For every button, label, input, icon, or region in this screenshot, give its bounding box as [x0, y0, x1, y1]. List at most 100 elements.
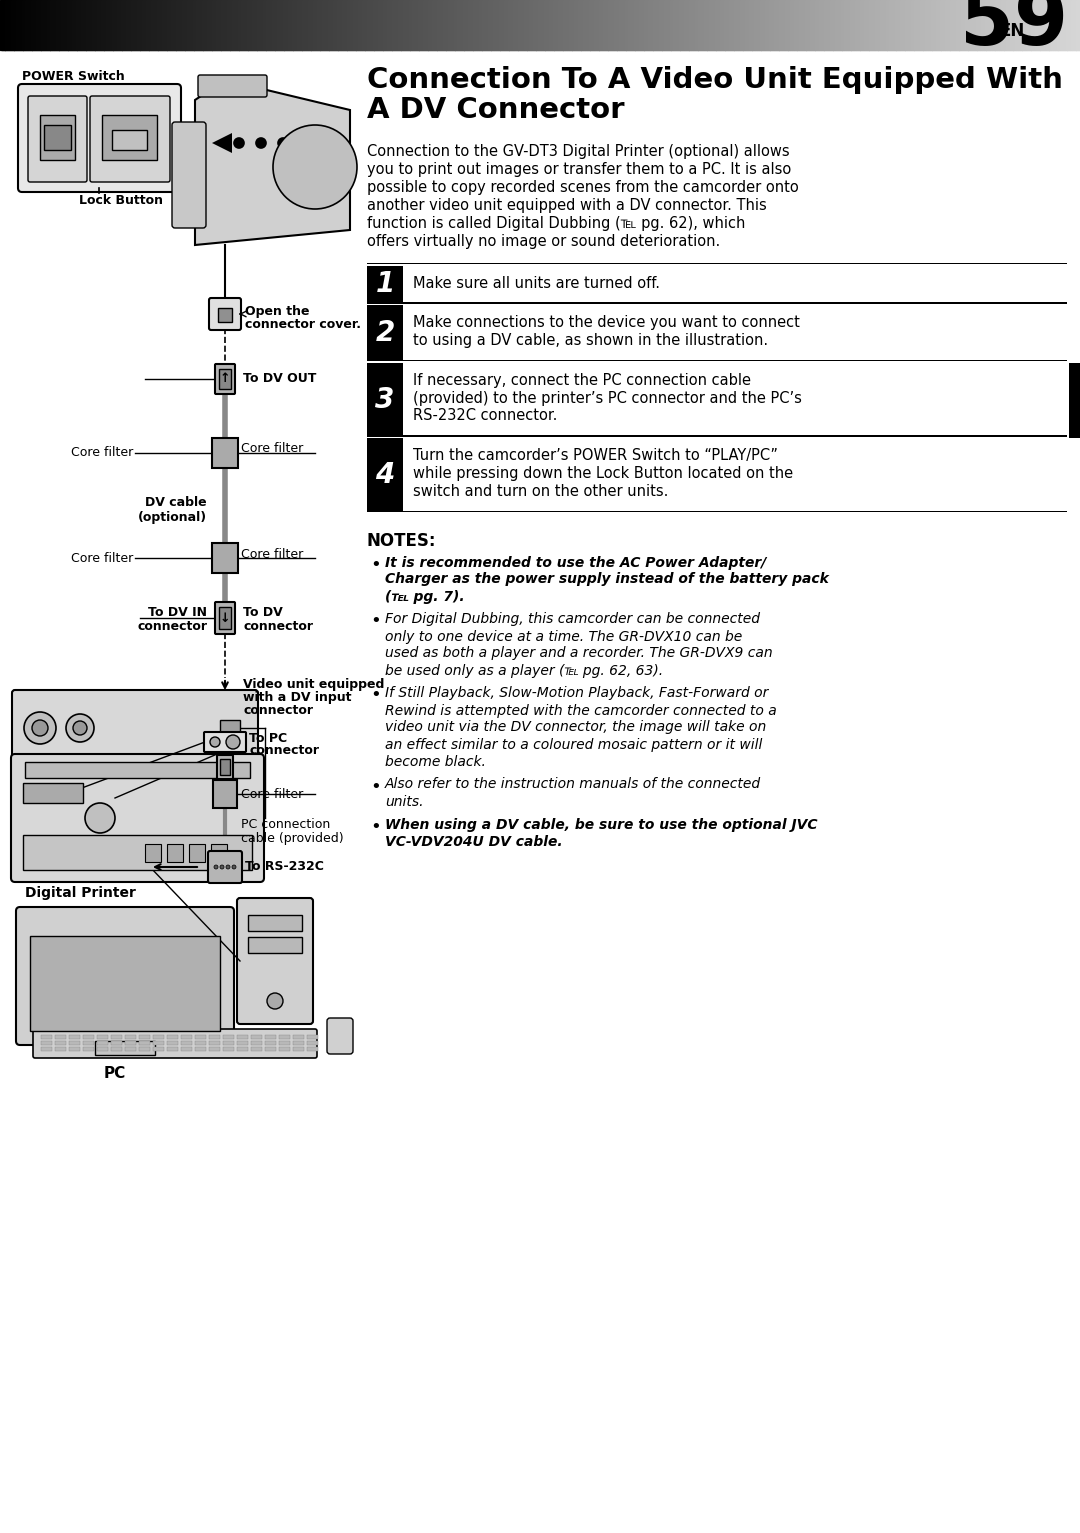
Bar [234, 0, 237, 51]
Bar [40, 0, 42, 51]
Bar [293, 1041, 303, 1046]
Bar [132, 0, 134, 51]
Bar [851, 0, 854, 51]
Bar [650, 0, 652, 51]
Bar [785, 0, 787, 51]
Bar [367, 305, 403, 360]
Bar [553, 0, 555, 51]
Bar [138, 0, 141, 51]
Bar [69, 1047, 80, 1052]
Bar [386, 0, 388, 51]
FancyBboxPatch shape [16, 908, 234, 1046]
Text: Charger as the power supply instead of the battery pack: Charger as the power supply instead of t… [384, 572, 828, 587]
Bar [153, 1035, 164, 1039]
Bar [799, 0, 802, 51]
Bar [95, 0, 98, 51]
Bar [504, 0, 507, 51]
Bar [83, 1035, 94, 1039]
Bar [500, 0, 503, 51]
Bar [176, 0, 179, 51]
Bar [275, 0, 279, 51]
Bar [902, 0, 905, 51]
Bar [237, 1047, 248, 1052]
Bar [792, 0, 795, 51]
Bar [284, 0, 287, 51]
Text: To DV IN: To DV IN [148, 606, 207, 618]
Bar [65, 0, 68, 51]
Bar [991, 0, 995, 51]
Bar [953, 0, 955, 51]
Bar [545, 0, 549, 51]
Bar [324, 0, 327, 51]
Bar [279, 1041, 291, 1046]
Bar [720, 0, 723, 51]
Bar [937, 0, 941, 51]
Text: function is called Digital Dubbing (℡ pg. 62), which: function is called Digital Dubbing (℡ pg… [367, 216, 745, 231]
Bar [272, 0, 274, 51]
Circle shape [226, 734, 240, 750]
Bar [837, 0, 840, 51]
Bar [30, 0, 33, 51]
Bar [9, 0, 12, 51]
Bar [888, 0, 890, 51]
Bar [143, 0, 145, 51]
Bar [726, 0, 728, 51]
Text: connector cover.: connector cover. [245, 317, 361, 331]
Text: units.: units. [384, 794, 423, 808]
Bar [940, 0, 943, 51]
Text: For Digital Dubbing, this camcorder can be connected: For Digital Dubbing, this camcorder can … [384, 613, 760, 627]
Bar [680, 0, 684, 51]
Bar [1064, 0, 1067, 51]
Bar [619, 0, 622, 51]
Bar [737, 0, 739, 51]
Bar [1042, 0, 1045, 51]
Bar [46, 0, 50, 51]
Bar [362, 0, 365, 51]
Bar [818, 0, 820, 51]
Bar [802, 0, 806, 51]
Bar [55, 1041, 66, 1046]
Bar [210, 1047, 220, 1052]
Text: Core filter: Core filter [71, 552, 133, 564]
Bar [192, 0, 195, 51]
Bar [241, 0, 244, 51]
Bar [718, 0, 721, 51]
Bar [834, 0, 836, 51]
FancyBboxPatch shape [208, 851, 242, 883]
Bar [738, 0, 741, 51]
Bar [484, 0, 487, 51]
Bar [62, 0, 64, 51]
Bar [467, 0, 469, 51]
Bar [367, 438, 403, 512]
Text: Connection to the GV-DT3 Digital Printer (optional) allows: Connection to the GV-DT3 Digital Printer… [367, 144, 789, 159]
Bar [208, 0, 212, 51]
Bar [225, 0, 228, 51]
Bar [200, 0, 203, 51]
Bar [1051, 0, 1054, 51]
Bar [116, 0, 118, 51]
Text: possible to copy recorded scenes from the camcorder onto: possible to copy recorded scenes from th… [367, 179, 799, 195]
Bar [90, 0, 93, 51]
Bar [815, 0, 819, 51]
Bar [119, 0, 122, 51]
Bar [144, 0, 147, 51]
Bar [456, 0, 458, 51]
Bar [472, 0, 474, 51]
Bar [805, 0, 808, 51]
Bar [689, 0, 692, 51]
Bar [549, 0, 552, 51]
Bar [160, 0, 163, 51]
Bar [124, 0, 127, 51]
Bar [41, 1035, 52, 1039]
Bar [929, 0, 932, 51]
Bar [643, 0, 646, 51]
Text: EN: EN [1000, 21, 1025, 40]
Bar [926, 0, 928, 51]
Bar [538, 0, 541, 51]
Bar [297, 0, 300, 51]
Bar [111, 1047, 122, 1052]
Bar [400, 0, 403, 51]
Bar [19, 0, 23, 51]
Bar [83, 1047, 94, 1052]
Bar [986, 0, 989, 51]
